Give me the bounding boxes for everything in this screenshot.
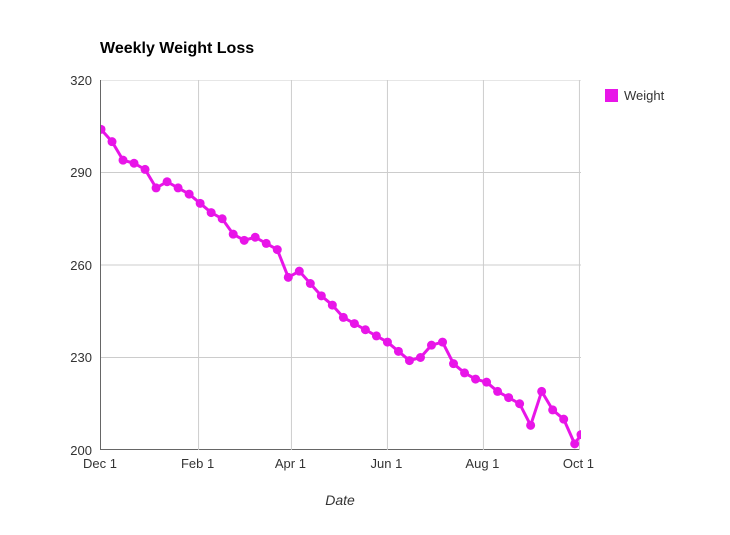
- data-point: [438, 338, 447, 347]
- y-tick-label: 260: [52, 258, 92, 273]
- data-point: [130, 159, 139, 168]
- data-point: [449, 359, 458, 368]
- data-point: [229, 230, 238, 239]
- plot-svg: [101, 80, 581, 450]
- data-point: [482, 378, 491, 387]
- chart-container: Weekly Weight Loss 200230260290320 Dec 1…: [0, 0, 730, 535]
- data-point: [559, 415, 568, 424]
- data-point: [515, 399, 524, 408]
- data-point: [372, 331, 381, 340]
- data-point: [570, 439, 579, 448]
- data-point: [504, 393, 513, 402]
- data-point: [152, 183, 161, 192]
- y-tick-label: 230: [52, 350, 92, 365]
- data-point: [383, 338, 392, 347]
- data-point: [339, 313, 348, 322]
- data-point: [163, 177, 172, 186]
- data-point: [262, 239, 271, 248]
- data-point: [251, 233, 260, 242]
- data-point: [207, 208, 216, 217]
- data-point: [405, 356, 414, 365]
- y-tick-label: 290: [52, 165, 92, 180]
- legend-swatch-icon: [605, 89, 618, 102]
- data-point: [108, 137, 117, 146]
- legend-item-label: Weight: [624, 88, 664, 103]
- data-point: [394, 347, 403, 356]
- x-tick-label: Feb 1: [168, 456, 228, 471]
- data-point: [471, 375, 480, 384]
- y-tick-label: 320: [52, 73, 92, 88]
- data-point: [273, 245, 282, 254]
- data-point: [526, 421, 535, 430]
- data-point: [350, 319, 359, 328]
- data-point: [306, 279, 315, 288]
- data-point: [361, 325, 370, 334]
- data-point: [284, 273, 293, 282]
- data-point: [548, 405, 557, 414]
- x-axis-title: Date: [100, 492, 580, 508]
- data-point: [196, 199, 205, 208]
- data-point: [295, 267, 304, 276]
- data-point: [427, 341, 436, 350]
- x-tick-label: Jun 1: [356, 456, 416, 471]
- data-point: [240, 236, 249, 245]
- data-point: [328, 301, 337, 310]
- data-point: [460, 368, 469, 377]
- data-point: [174, 183, 183, 192]
- data-point: [416, 353, 425, 362]
- x-tick-label: Aug 1: [452, 456, 512, 471]
- data-point: [317, 291, 326, 300]
- x-tick-label: Oct 1: [548, 456, 608, 471]
- data-point: [218, 214, 227, 223]
- data-point: [185, 190, 194, 199]
- plot-area: [100, 80, 580, 450]
- x-tick-label: Dec 1: [70, 456, 130, 471]
- data-point: [119, 156, 128, 165]
- data-point: [537, 387, 546, 396]
- x-tick-label: Apr 1: [260, 456, 320, 471]
- legend: Weight: [605, 88, 664, 103]
- data-point: [141, 165, 150, 174]
- chart-title: Weekly Weight Loss: [100, 40, 254, 58]
- data-point: [493, 387, 502, 396]
